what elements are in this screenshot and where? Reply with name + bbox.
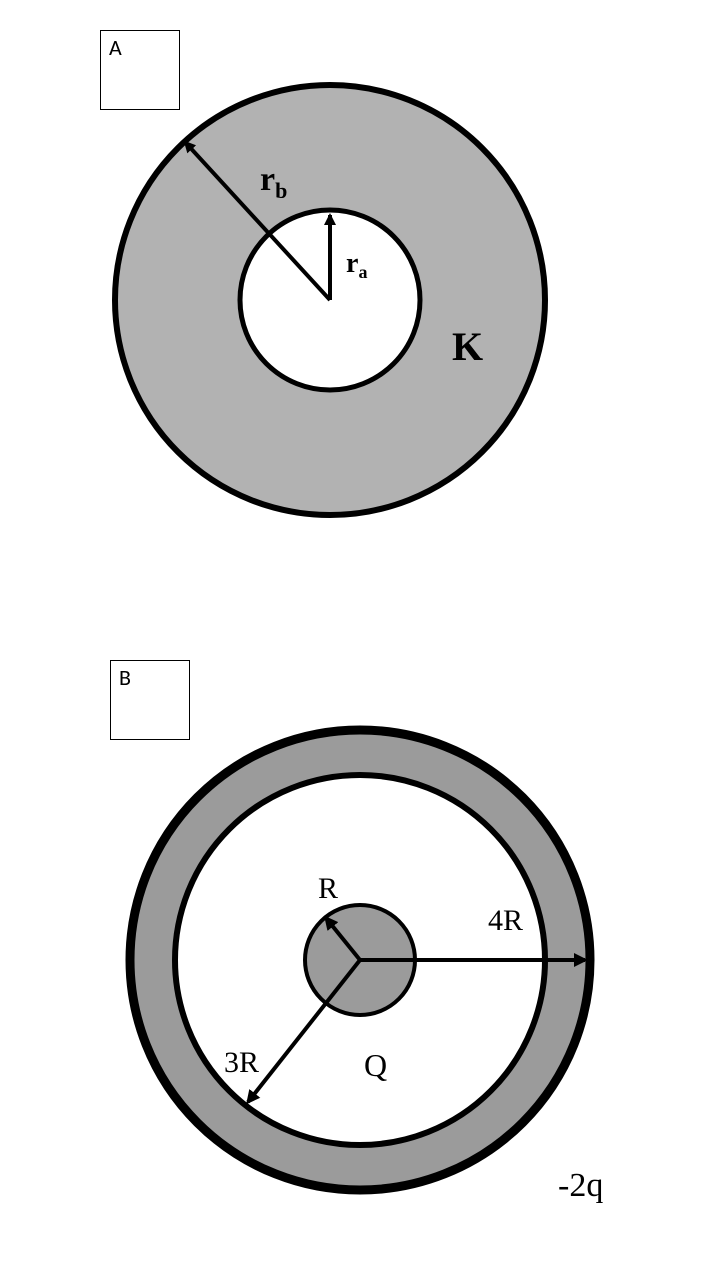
figure-b-svg: R 3R 4R Q -2q bbox=[80, 680, 700, 1240]
figure-b-4r-label: 4R bbox=[488, 904, 523, 937]
figure-a-box-label: A bbox=[109, 34, 122, 61]
figure-b-r-label: R bbox=[318, 872, 338, 905]
figure-b-neg2q-label: -2q bbox=[558, 1167, 603, 1204]
figure-b-3r-label: 3R bbox=[224, 1046, 259, 1079]
figure-b-q-label: Q bbox=[364, 1047, 387, 1083]
figure-a-k-label: K bbox=[452, 324, 483, 369]
diagram-canvas: A rb ra K B bbox=[0, 0, 710, 1264]
figure-a-svg: rb ra K bbox=[50, 60, 610, 620]
